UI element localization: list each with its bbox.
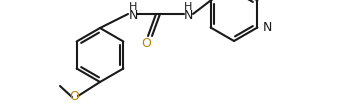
Text: O: O	[141, 36, 151, 50]
Text: O: O	[69, 91, 79, 103]
Text: N: N	[183, 8, 193, 22]
Text: H: H	[129, 2, 137, 12]
Text: H: H	[184, 2, 192, 12]
Text: N: N	[128, 8, 138, 22]
Text: N: N	[262, 21, 272, 34]
